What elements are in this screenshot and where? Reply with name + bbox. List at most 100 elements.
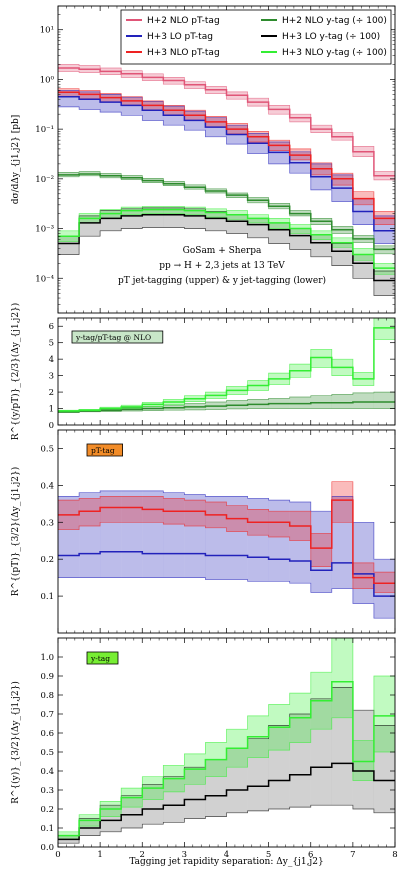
band-bin [58,496,80,578]
y-tick-label: 0.2 [40,555,54,565]
band-bin [100,490,122,578]
x-tick-label: 8 [392,850,397,860]
band-bin [352,740,374,781]
band-bin [184,494,206,578]
y-tick-label: 0.9 [40,672,54,682]
band-bin [79,492,101,578]
tag-box [86,651,119,665]
x-tick-label: 2 [140,850,145,860]
y-tick-label: 0.3 [40,518,54,528]
tag-label: y-tag/pT-tag @ NLO [75,333,151,342]
band-bin [331,496,353,589]
band-bin [373,725,395,813]
series-line [58,551,395,597]
band-bin [352,392,374,409]
y-tick-label: 3 [49,372,54,382]
tag-box [86,443,123,457]
band-bin [205,759,227,817]
band-bin [289,502,311,584]
legend-entry: H+2 NLO y-tag (÷ 100) [282,16,387,26]
y-tick-label: 0.4 [40,481,54,491]
y-tick-label: 0.0 [40,843,54,853]
x-tick-label: 1 [97,850,102,860]
band-bin [226,748,248,813]
x-tick-label: 3 [182,850,187,860]
y-tick-label: 10⁻⁴ [35,274,54,284]
panel-ratio-ytag: 0 1 2 3 4 5 6 7 8 0.0 0.1 0.2 0.3 0.4 0.5 0.6 0.7 0.8 0.9 1… [10,637,398,867]
y-tick-label: 1 [49,405,54,415]
band-bin [310,533,332,567]
plot-area [58,318,395,414]
band-lower-edge [58,408,395,414]
band-bin [310,511,332,593]
band-bin [331,394,353,409]
x-tick-label: 6 [308,850,313,860]
band-lower-edge [58,71,395,181]
annotation-line: GoSam + Sherpa [183,246,262,256]
y-tick-label: 0.4 [40,767,54,777]
band-bin [331,638,353,718]
band-bin [373,676,395,752]
band-bin [373,392,395,409]
series-line [58,95,395,232]
series-line [58,499,395,584]
band-upper-edge [58,481,395,573]
band-bin [268,222,290,244]
legend-entry: H+2 NLO pT-tag [147,16,220,26]
y-tick-label: 0.8 [40,691,54,701]
y-axis-label: R^{(pT)}_{3/2}(Δy_{j1,j2}) [10,467,21,596]
band-bin [100,94,122,113]
band-bin [58,236,80,255]
band-bin [100,496,122,523]
y-tick-label: 10¹ [40,26,54,36]
plot-area [58,481,395,619]
band-bin [373,215,395,244]
y-tick-label: 0.1 [40,824,54,834]
x-axis-label: Tagging jet rapidity separation: Δy_{j1,… [129,857,323,867]
series-line [58,67,395,177]
band-lower-edge [58,227,395,296]
band-bin [268,500,290,582]
y-tick-label: 0.7 [40,710,54,720]
y-tick-label: 2 [49,388,54,398]
band-bin [79,818,101,836]
band-bin [373,271,395,296]
band-bin [268,511,290,537]
band-bin [352,562,374,589]
band-bin [373,318,395,340]
band-bin [226,496,248,580]
tag-box [71,330,164,344]
band-bin [142,207,164,228]
series-line [58,762,395,841]
legend-entry: H+3 LO pT-tag [147,32,213,42]
legend: H+2 NLO pT-tag H+3 LO pT-tag H+3 NLO pT-ta… [120,9,392,65]
band-bin [121,496,143,523]
band-upper-edge [58,490,395,560]
band-bin [121,795,143,828]
band-bin [268,725,290,809]
series-line [58,680,395,837]
band-bin [121,208,143,229]
band-bin [352,710,374,809]
x-tick-label: 4 [224,850,229,860]
band-bin [163,492,185,578]
band-bin [331,243,353,266]
band-bin [100,805,122,832]
band-lower-edge [58,577,395,619]
y-tick-label: 0.2 [40,805,54,815]
band-bin [226,214,248,234]
y-tick-label: 0.3 [40,786,54,796]
band-bin [142,784,164,825]
band-bin [121,490,143,578]
band-bin [247,738,269,811]
annotation: GoSam + Sherpa pp → H + 2,3 jets at 13 Te… [118,246,326,286]
band-lower-edge [58,804,395,844]
y-tick-label: 10⁻¹ [35,125,54,135]
y-axis-label: R^{(y)}_{3/2}(Δy_{j1,j2}) [10,681,21,804]
y-tick-label: 0 [49,421,54,431]
band-bin [184,767,206,819]
band-bin [331,687,353,806]
annotation-line: pp → H + 2,3 jets at 13 TeV [159,261,285,271]
plot-area [58,64,395,296]
